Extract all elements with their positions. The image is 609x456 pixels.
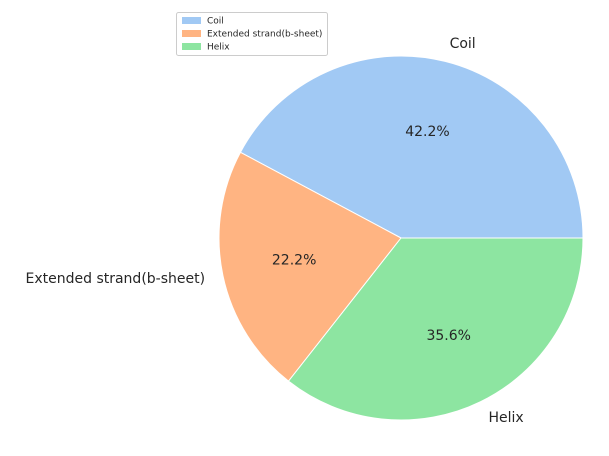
pie-slices	[218, 55, 584, 421]
legend-swatch-extended-strand-b-sheet	[182, 30, 201, 37]
legend-frame	[176, 12, 328, 56]
legend-label-coil: Coil	[207, 17, 224, 27]
legend-items: Coil Extended strand(b-sheet) Helix	[182, 17, 322, 53]
slice-coil	[239, 55, 584, 239]
legend-swatch-coil	[182, 17, 201, 24]
label-extended-strand-b-sheet: Extended strand(b-sheet)	[26, 271, 206, 287]
legend-swatch-helix	[182, 43, 201, 50]
pie-labels: Coil Extended strand(b-sheet) Helix	[26, 36, 524, 426]
legend: Coil Extended strand(b-sheet) Helix	[176, 12, 328, 56]
percent-coil: 42.2%	[405, 124, 449, 140]
legend-label-helix: Helix	[207, 43, 230, 53]
slice-helix	[287, 237, 584, 421]
slice-extended-strand-b-sheet	[218, 151, 402, 382]
label-coil: Coil	[450, 36, 476, 52]
label-helix: Helix	[489, 410, 524, 426]
legend-label-extended-strand-b-sheet: Extended strand(b-sheet)	[207, 30, 322, 40]
pie-percent-labels: 42.2% 22.2% 35.6%	[272, 124, 471, 344]
percent-helix: 35.6%	[426, 328, 470, 344]
percent-extended-strand-b-sheet: 22.2%	[272, 252, 316, 268]
